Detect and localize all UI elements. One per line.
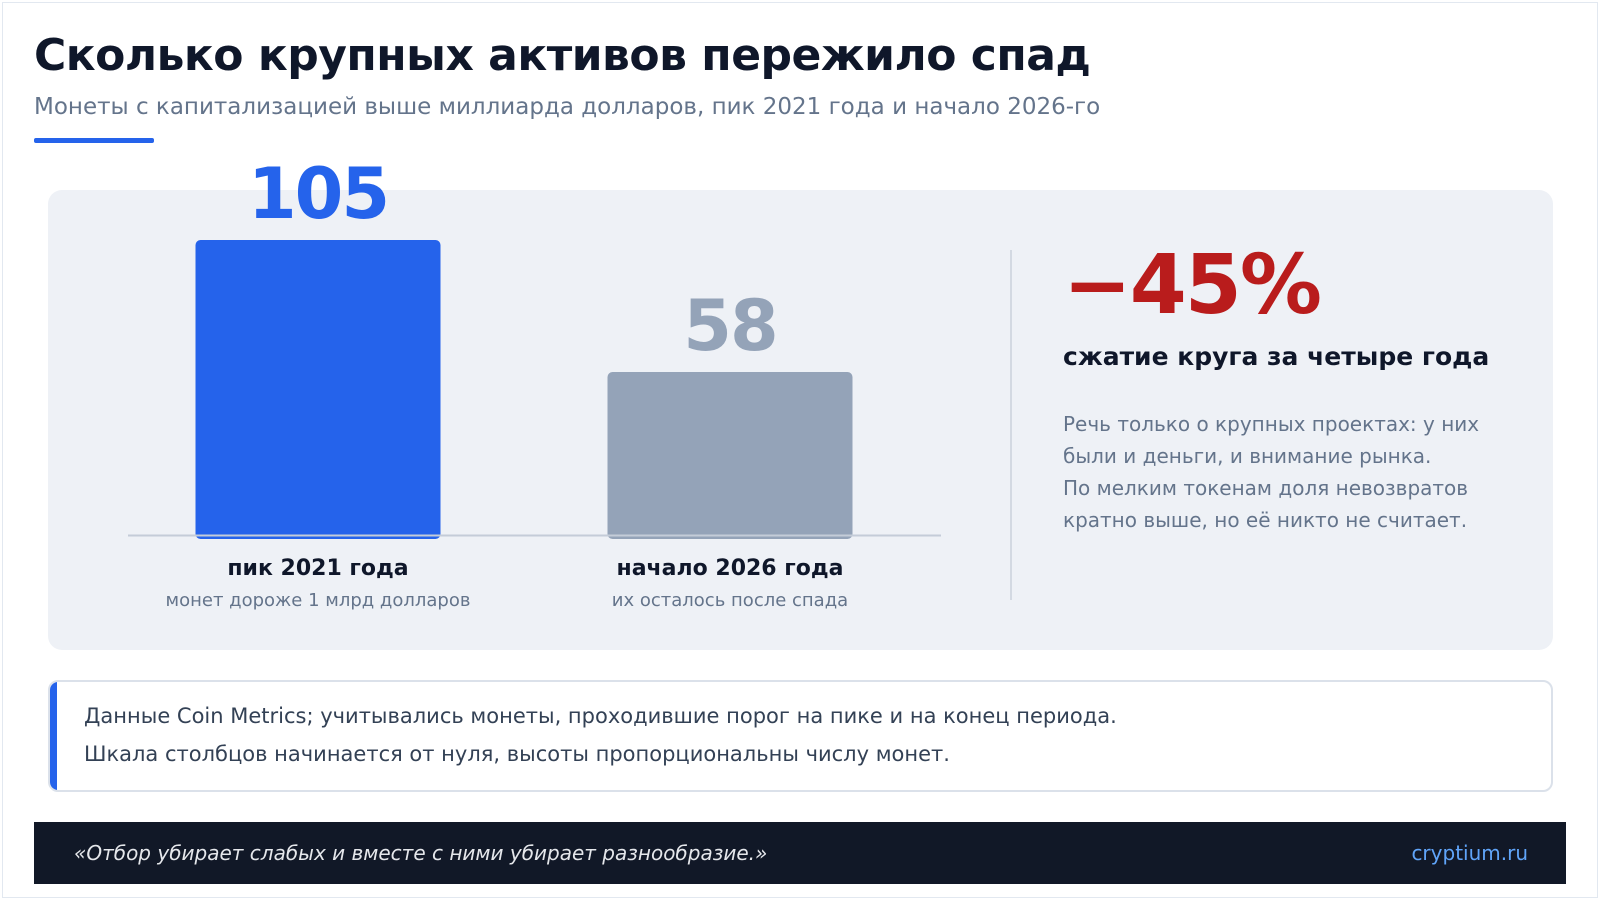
category-sublabel: их осталось после спада [612, 590, 848, 611]
site-link[interactable]: cryptium.ru [1411, 841, 1528, 865]
note-line: По мелким токенам доля невозвратов [1063, 476, 1469, 500]
footer-quote: «Отбор убирает слабых и вместе с ними уб… [74, 841, 768, 865]
bar-value-label: 58 [683, 285, 776, 367]
category-label: пик 2021 года [227, 556, 408, 581]
bar-chart: 105 пик 2021 года монет дороже 1 млрд долл… [128, 153, 941, 611]
bar-value-label: 105 [248, 153, 388, 235]
note-line: были и деньги, и внимание рынка. [1063, 444, 1432, 468]
page-title: Сколько крупных активов пережило спад [34, 30, 1091, 81]
footer-bar: «Отбор убирает слабых и вместе с ними уб… [34, 822, 1566, 884]
source-note: Данные Coin Metrics; учитывались монеты,… [48, 680, 1553, 792]
accent-underline [34, 138, 154, 143]
bar [607, 372, 853, 539]
bar [195, 240, 441, 539]
category-sublabel: монет дороже 1 млрд долларов [166, 590, 471, 611]
source-line: Данные Coin Metrics; учитывались монеты,… [84, 704, 1117, 728]
note-line: кратно выше, но её никто не считает. [1063, 508, 1468, 532]
page-subtitle: Монеты с капитализацией выше миллиарда д… [34, 94, 1101, 120]
note-line: Речь только о крупных проектах: у них [1063, 412, 1480, 436]
change-label: сжатие круга за четыре года [1063, 342, 1490, 371]
category-label: начало 2026 года [617, 556, 844, 581]
change-value: −45% [1063, 238, 1322, 333]
explanation-note: Речь только о крупных проектах: у них бы… [1063, 408, 1533, 536]
panel-divider [1010, 250, 1012, 600]
source-accent-bar [50, 682, 57, 790]
source-line: Шкала столбцов начинается от нуля, высот… [84, 742, 950, 766]
